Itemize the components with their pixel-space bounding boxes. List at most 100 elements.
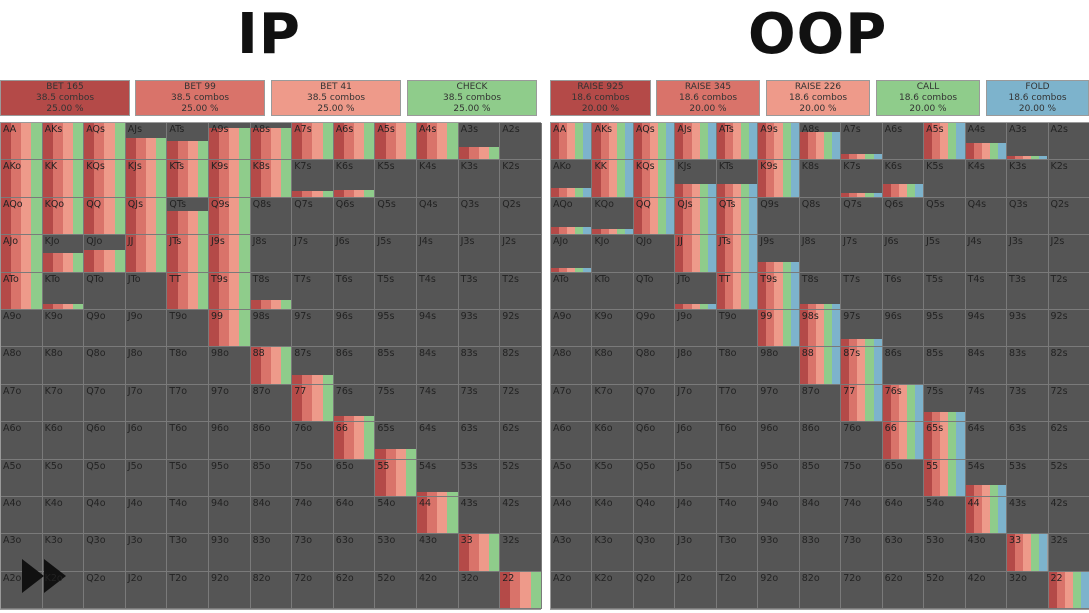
hand-cell-76s[interactable]: 76s (333, 384, 376, 423)
hand-cell-64o[interactable]: 64o (333, 497, 376, 535)
hand-cell-T6s[interactable]: T6s (882, 272, 925, 310)
hand-cell-J6s[interactable]: J6s (882, 235, 925, 273)
hand-cell-QTs[interactable]: QTs (167, 197, 209, 236)
hand-cell-A7s[interactable]: A7s (841, 123, 883, 161)
hand-cell-J4o[interactable]: J4o (125, 497, 168, 535)
hand-cell-74s[interactable]: 74s (417, 384, 459, 423)
hand-cell-T6o[interactable]: T6o (167, 422, 209, 460)
hand-cell-54s[interactable]: 54s (965, 459, 1008, 497)
hand-cell-53s[interactable]: 53s (1007, 459, 1049, 497)
hand-cell-Q5s[interactable]: Q5s (375, 197, 417, 236)
hand-cell-74s[interactable]: 74s (965, 384, 1008, 423)
hand-cell-64o[interactable]: 64o (882, 497, 925, 535)
hand-cell-63s[interactable]: 63s (458, 422, 501, 460)
hand-cell-95o[interactable]: 95o (758, 459, 800, 497)
hand-cell-K4o[interactable]: K4o (592, 497, 634, 535)
hand-cell-54s[interactable]: 54s (417, 459, 459, 497)
hand-cell-94o[interactable]: 94o (758, 497, 800, 535)
hand-cell-J6o[interactable]: J6o (675, 422, 717, 460)
hand-cell-94o[interactable]: 94o (209, 497, 251, 535)
hand-cell-ATo[interactable]: ATo (1, 272, 43, 310)
hand-cell-A7o[interactable]: A7o (551, 384, 593, 423)
hand-cell-88[interactable]: 88 (250, 347, 293, 385)
hand-cell-T7s[interactable]: T7s (292, 272, 334, 310)
hand-cell-22[interactable]: 22 (500, 571, 542, 610)
hand-cell-K4o[interactable]: K4o (42, 497, 85, 535)
hand-cell-K8o[interactable]: K8o (42, 347, 85, 385)
hand-cell-62o[interactable]: 62o (882, 571, 925, 610)
hand-cell-KQs[interactable]: KQs (633, 160, 676, 198)
hand-cell-T2o[interactable]: T2o (167, 571, 209, 610)
hand-cell-T5o[interactable]: T5o (716, 459, 759, 497)
hand-cell-J5s[interactable]: J5s (924, 235, 966, 273)
hand-cell-A8s[interactable]: A8s (799, 123, 842, 161)
hand-cell-QJs[interactable]: QJs (675, 197, 717, 236)
hand-cell-T3s[interactable]: T3s (1007, 272, 1049, 310)
hand-cell-T7o[interactable]: T7o (167, 384, 209, 423)
hand-cell-ATo[interactable]: ATo (551, 272, 593, 310)
oop-legend-raise-925[interactable]: RAISE 925 18.6 combos 20.00 % (550, 80, 651, 116)
hand-cell-J6s[interactable]: J6s (333, 235, 376, 273)
hand-cell-KJs[interactable]: KJs (675, 160, 717, 198)
hand-cell-65s[interactable]: 65s (924, 422, 966, 460)
hand-cell-75s[interactable]: 75s (924, 384, 966, 423)
hand-cell-97s[interactable]: 97s (841, 310, 883, 348)
hand-cell-T8o[interactable]: T8o (167, 347, 209, 385)
hand-cell-KK[interactable]: KK (592, 160, 634, 198)
hand-cell-A6s[interactable]: A6s (882, 123, 925, 161)
hand-cell-K7o[interactable]: K7o (592, 384, 634, 423)
hand-cell-52o[interactable]: 52o (924, 571, 966, 610)
hand-cell-K3s[interactable]: K3s (1007, 160, 1049, 198)
ip-legend-bet-165[interactable]: BET 165 38.5 combos 25.00 % (0, 80, 130, 116)
hand-cell-A2s[interactable]: A2s (1048, 123, 1089, 161)
hand-cell-Q3o[interactable]: Q3o (633, 534, 676, 572)
hand-cell-A7s[interactable]: A7s (292, 123, 334, 161)
hand-cell-83s[interactable]: 83s (1007, 347, 1049, 385)
hand-cell-T4s[interactable]: T4s (965, 272, 1008, 310)
hand-cell-JTo[interactable]: JTo (125, 272, 168, 310)
hand-cell-J8s[interactable]: J8s (250, 235, 293, 273)
hand-cell-AKs[interactable]: AKs (592, 123, 634, 161)
hand-cell-K3o[interactable]: K3o (42, 534, 85, 572)
hand-cell-63o[interactable]: 63o (333, 534, 376, 572)
hand-cell-K9o[interactable]: K9o (42, 310, 85, 348)
hand-cell-AQo[interactable]: AQo (1, 197, 43, 236)
hand-cell-A6o[interactable]: A6o (551, 422, 593, 460)
hand-cell-73o[interactable]: 73o (292, 534, 334, 572)
hand-cell-A9o[interactable]: A9o (1, 310, 43, 348)
hand-cell-T8o[interactable]: T8o (716, 347, 759, 385)
hand-cell-ATs[interactable]: ATs (716, 123, 759, 161)
hand-cell-AQs[interactable]: AQs (633, 123, 676, 161)
hand-cell-83s[interactable]: 83s (458, 347, 501, 385)
hand-cell-T6s[interactable]: T6s (333, 272, 376, 310)
hand-cell-87s[interactable]: 87s (292, 347, 334, 385)
hand-cell-A3o[interactable]: A3o (1, 534, 43, 572)
hand-cell-T4s[interactable]: T4s (417, 272, 459, 310)
hand-cell-55[interactable]: 55 (375, 459, 417, 497)
hand-cell-63o[interactable]: 63o (882, 534, 925, 572)
hand-cell-32o[interactable]: 32o (458, 571, 501, 610)
hand-cell-44[interactable]: 44 (417, 497, 459, 535)
hand-cell-K7o[interactable]: K7o (42, 384, 85, 423)
hand-cell-AKs[interactable]: AKs (42, 123, 85, 161)
hand-cell-Q6o[interactable]: Q6o (633, 422, 676, 460)
hand-cell-AA[interactable]: AA (551, 123, 593, 161)
hand-cell-K9s[interactable]: K9s (209, 160, 251, 198)
hand-cell-A8o[interactable]: A8o (1, 347, 43, 385)
hand-cell-92o[interactable]: 92o (758, 571, 800, 610)
hand-cell-Q2o[interactable]: Q2o (84, 571, 126, 610)
hand-cell-85s[interactable]: 85s (924, 347, 966, 385)
hand-cell-K2s[interactable]: K2s (1048, 160, 1089, 198)
hand-cell-J5o[interactable]: J5o (125, 459, 168, 497)
hand-cell-72o[interactable]: 72o (292, 571, 334, 610)
hand-cell-QJo[interactable]: QJo (84, 235, 126, 273)
hand-cell-44[interactable]: 44 (965, 497, 1008, 535)
hand-cell-85s[interactable]: 85s (375, 347, 417, 385)
hand-cell-54o[interactable]: 54o (375, 497, 417, 535)
hand-cell-K3s[interactable]: K3s (458, 160, 501, 198)
hand-cell-QTo[interactable]: QTo (633, 272, 676, 310)
hand-cell-Q4o[interactable]: Q4o (633, 497, 676, 535)
hand-cell-Q4s[interactable]: Q4s (417, 197, 459, 236)
hand-cell-J3s[interactable]: J3s (458, 235, 501, 273)
hand-cell-A5o[interactable]: A5o (551, 459, 593, 497)
